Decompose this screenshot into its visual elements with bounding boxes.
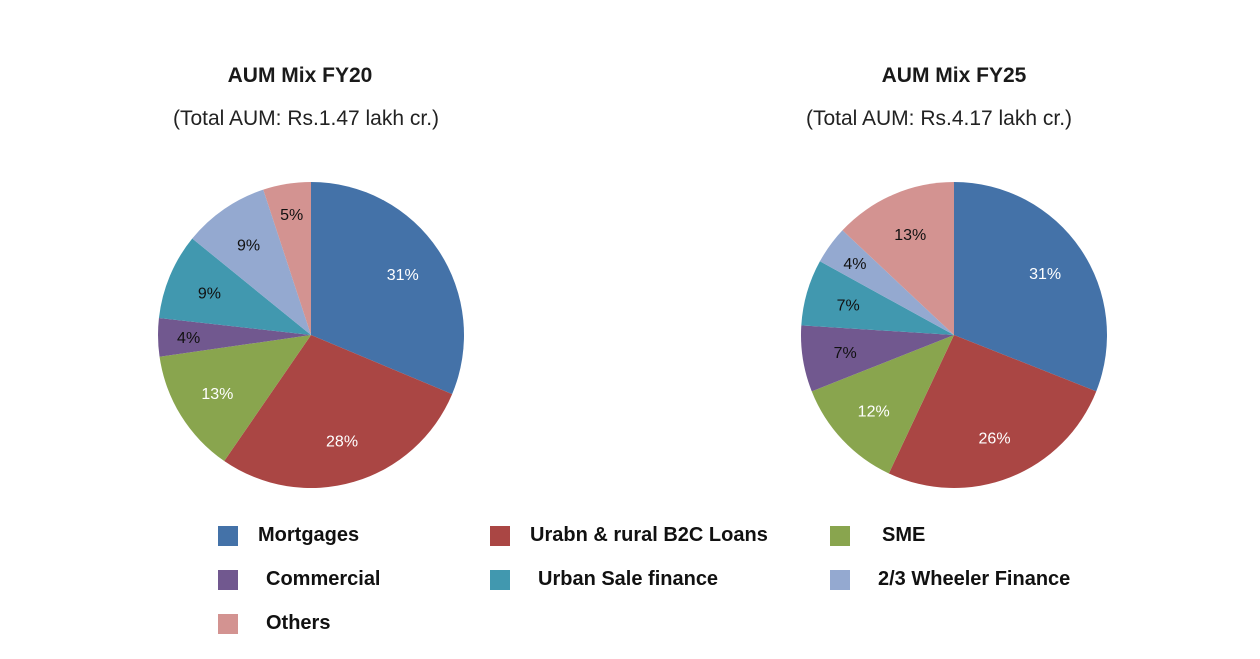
data-label: 31% xyxy=(1029,266,1061,283)
legend-item-sme: SME xyxy=(830,524,925,547)
legend-label: SME xyxy=(882,524,926,546)
data-label: 31% xyxy=(387,267,419,284)
pie-slice-urabn-rural-b2c-loans xyxy=(888,335,1097,488)
data-label: 12% xyxy=(858,403,890,420)
pie-slice-others xyxy=(263,182,311,335)
data-label: 9% xyxy=(237,237,260,254)
pie-slice-urban-sale-finance xyxy=(801,261,954,335)
legend-swatch xyxy=(218,525,238,546)
data-label: 7% xyxy=(837,297,860,314)
legend-label: 2/3 Wheeler Finance xyxy=(878,568,1071,590)
legend-swatch xyxy=(830,569,850,590)
pie-slice-mortgages xyxy=(954,182,1108,392)
legend-swatch xyxy=(218,569,238,590)
chart-subtitle-fy25: (Total AUM: Rs.4.17 lakh cr.) xyxy=(805,107,1073,130)
pie-slice-urban-sale-finance xyxy=(158,238,311,335)
data-label: 13% xyxy=(201,386,233,403)
chart-title-fy25: AUM Mix FY25 xyxy=(881,64,1027,87)
pie-slice-mortgages xyxy=(311,182,465,395)
legend-swatch xyxy=(830,525,850,546)
legend-swatch xyxy=(490,569,510,590)
legend-item-b2c-loans: Urabn & rural B2C Loans xyxy=(490,524,768,547)
legend-swatch xyxy=(218,613,238,634)
pie-slice-others xyxy=(842,182,954,335)
legend-item-commercial: Commercial xyxy=(218,568,381,591)
data-label: 4% xyxy=(843,256,866,273)
pie-slice-commercial xyxy=(801,325,954,392)
data-label: 13% xyxy=(894,227,926,244)
data-label: 4% xyxy=(177,330,200,347)
legend-item-others: Others xyxy=(218,612,330,635)
chart-subtitle-fy20: (Total AUM: Rs.1.47 lakh cr.) xyxy=(172,107,440,130)
data-label: 7% xyxy=(834,345,857,362)
pie-slice-2-3-wheeler-finance xyxy=(819,230,954,335)
legend-swatch xyxy=(490,525,510,546)
pie-slice-urabn-rural-b2c-loans xyxy=(224,335,453,488)
pie-slice-sme xyxy=(159,335,311,462)
chart-title-fy20: AUM Mix FY20 xyxy=(227,64,373,87)
legend-item-wheeler-finance: 2/3 Wheeler Finance xyxy=(830,568,1070,591)
pie-slice-commercial xyxy=(158,318,311,357)
data-label: 28% xyxy=(326,434,358,451)
pie-slice-sme xyxy=(811,335,954,474)
pie-slice-2-3-wheeler-finance xyxy=(192,189,311,335)
legend-label: Mortgages xyxy=(258,524,360,546)
legend-item-urban-sale-finance: Urban Sale finance xyxy=(490,568,718,591)
legend-label: Urabn & rural B2C Loans xyxy=(530,524,768,546)
data-label: 9% xyxy=(198,285,221,302)
data-label: 5% xyxy=(280,207,303,224)
legend-item-mortgages: Mortgages xyxy=(218,524,359,547)
legend-label: Urban Sale finance xyxy=(538,568,719,590)
data-label: 26% xyxy=(979,430,1011,447)
legend-label: Others xyxy=(266,612,331,634)
legend-label: Commercial xyxy=(266,568,381,590)
